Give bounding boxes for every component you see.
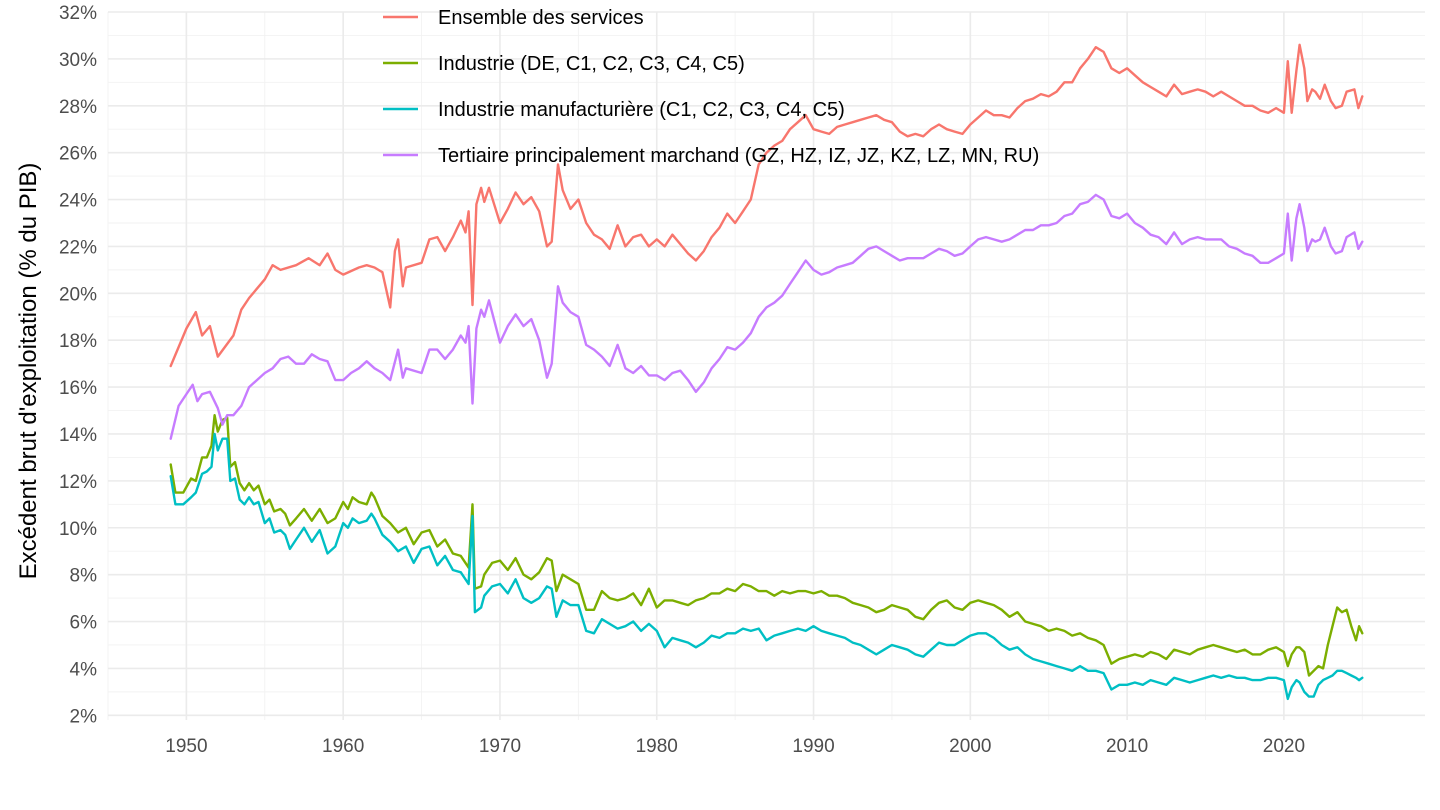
y-tick-label: 32% (59, 3, 97, 24)
x-tick-label: 2010 (1106, 736, 1148, 757)
legend-label-3: Industrie manufacturière (C1, C2, C3, C4… (438, 99, 845, 121)
y-tick-label: 4% (70, 659, 98, 680)
y-tick-label: 20% (59, 284, 97, 305)
y-tick-label: 30% (59, 50, 97, 71)
x-tick-label: 1990 (792, 736, 834, 757)
y-axis-tick-labels: 2% 4% 6% 8% 10% 12% 14% 16% 18% 20% 22% 24% 26% 28% 30… (59, 3, 97, 727)
x-tick-label: 1970 (479, 736, 521, 757)
y-tick-label: 6% (70, 613, 98, 634)
y-tick-label: 26% (59, 144, 97, 165)
legend-label-4: Tertiaire principalement marchand (GZ, H… (438, 145, 1039, 167)
series-line-1 (169, 43, 1364, 368)
legend-label-1: Ensemble des services (438, 7, 644, 29)
y-tick-label: 8% (70, 566, 98, 587)
x-tick-label: 2020 (1263, 736, 1305, 757)
y-tick-label: 28% (59, 97, 97, 118)
series-line-4 (169, 193, 1364, 440)
x-axis-tick-labels: 1950 1960 1970 1980 1990 2000 2010 2020 (165, 736, 1305, 757)
x-tick-label: 2000 (949, 736, 991, 757)
grid (107, 11, 1425, 720)
series-line-2 (169, 414, 1364, 677)
y-tick-label: 16% (59, 378, 97, 399)
y-axis-title: Excédent brut d'exploitation (% du PIB) (15, 163, 42, 580)
x-tick-label: 1960 (322, 736, 364, 757)
series-lines (169, 43, 1364, 701)
legend-label-2: Industrie (DE, C1, C2, C3, C4, C5) (438, 53, 745, 75)
x-tick-label: 1950 (165, 736, 207, 757)
y-tick-label: 22% (59, 237, 97, 258)
y-tick-label: 14% (59, 425, 97, 446)
y-tick-label: 24% (59, 191, 97, 212)
legend: Ensemble des services Industrie (DE, C1, … (383, 7, 1039, 167)
y-tick-label: 2% (70, 706, 98, 727)
y-tick-label: 12% (59, 472, 97, 493)
series-line-3 (169, 432, 1364, 701)
y-tick-label: 18% (59, 331, 97, 352)
y-tick-label: 10% (59, 519, 97, 540)
x-tick-label: 1980 (636, 736, 678, 757)
